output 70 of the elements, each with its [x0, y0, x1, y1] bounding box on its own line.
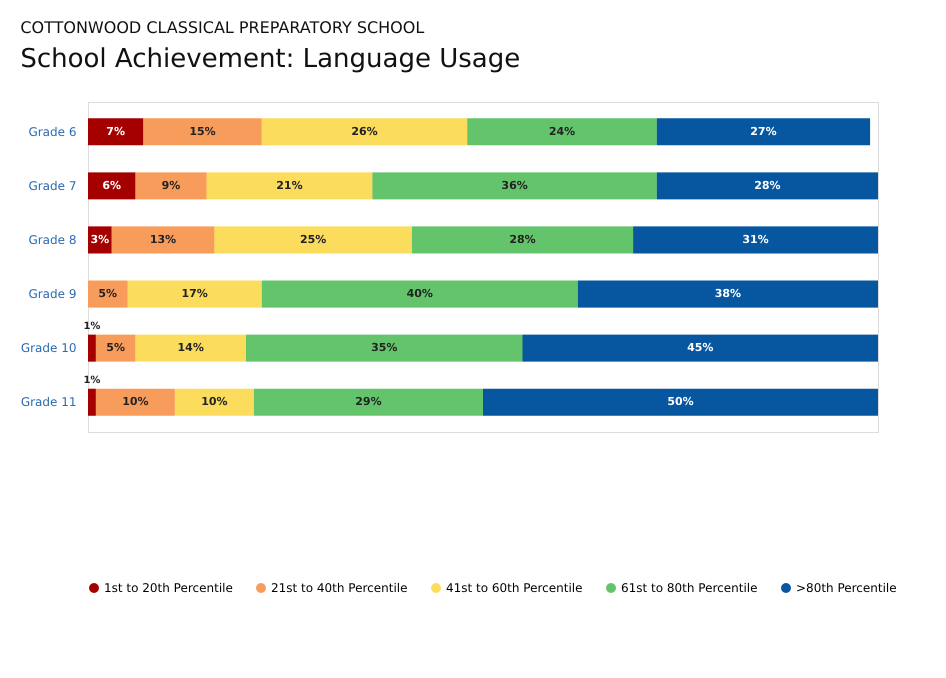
- data-label: 6%: [102, 178, 122, 192]
- bar: [88, 172, 136, 200]
- bar: [262, 280, 578, 308]
- bar: [135, 334, 246, 362]
- bar: [522, 334, 878, 362]
- data-label: 17%: [181, 287, 208, 300]
- data-label: 36%: [501, 178, 528, 192]
- bar: [254, 388, 483, 416]
- y-tick-label: Grade 6: [28, 124, 76, 139]
- legend-label: 41st to 60th Percentile: [446, 581, 582, 595]
- chart-title: School Achievement: Language Usage: [20, 44, 520, 74]
- bar: [143, 118, 262, 146]
- bar: [88, 334, 96, 362]
- data-label: 7%: [106, 124, 125, 138]
- bar: [135, 172, 206, 200]
- bar: [112, 226, 214, 254]
- data-label: 45%: [687, 341, 714, 354]
- bar: [206, 172, 372, 200]
- data-label: 10%: [201, 395, 228, 408]
- bar: [128, 280, 262, 308]
- data-label: 27%: [750, 124, 777, 138]
- data-label: 25%: [300, 232, 326, 246]
- data-label: 1%: [83, 375, 100, 386]
- data-label: 40%: [406, 287, 433, 300]
- y-tick-label: Grade 7: [28, 178, 76, 193]
- legend-label: >80th Percentile: [796, 581, 897, 595]
- data-label: 35%: [371, 341, 398, 354]
- data-label: 5%: [106, 341, 125, 354]
- data-label: 10%: [122, 395, 149, 408]
- bar: [633, 226, 878, 254]
- data-label: 1%: [83, 321, 100, 332]
- data-label: 26%: [351, 124, 378, 138]
- data-label: 28%: [754, 178, 781, 192]
- bar: [372, 172, 657, 200]
- data-label: 29%: [355, 395, 382, 408]
- bar: [656, 118, 870, 146]
- data-label: 13%: [150, 232, 176, 246]
- y-tick-label: Grade 11: [20, 395, 76, 410]
- bar: [412, 226, 634, 254]
- bar: [467, 118, 657, 146]
- data-label: 5%: [98, 287, 118, 300]
- y-tick-label: Grade 9: [28, 287, 76, 302]
- bar: [262, 118, 468, 146]
- bar: [88, 118, 144, 146]
- bar: [656, 172, 878, 200]
- bar: [88, 388, 96, 416]
- bar: [214, 226, 412, 254]
- bar: [96, 334, 136, 362]
- bar: [88, 280, 128, 308]
- data-label: 24%: [548, 124, 576, 138]
- data-label: 31%: [742, 232, 769, 246]
- data-label: 21%: [276, 178, 303, 192]
- legend-label: 21st to 40th Percentile: [271, 581, 408, 595]
- data-label: 50%: [667, 395, 694, 408]
- legend-label: 1st to 20th Percentile: [104, 581, 233, 595]
- bar: [96, 388, 175, 416]
- data-label: 38%: [714, 287, 742, 300]
- data-label: 9%: [162, 178, 180, 192]
- bar: [578, 280, 878, 308]
- bar: [483, 388, 878, 416]
- data-label: 28%: [509, 232, 536, 246]
- y-tick-label: Grade 8: [28, 232, 76, 247]
- bar: [174, 388, 254, 416]
- y-tick-label: Grade 10: [20, 341, 76, 356]
- data-label: 3%: [90, 232, 110, 246]
- chart-subtitle: COTTONWOOD CLASSICAL PREPARATORY SCHOOL: [20, 18, 424, 37]
- bar: [246, 334, 522, 362]
- data-label: 15%: [189, 124, 216, 138]
- data-label: 14%: [178, 341, 204, 354]
- legend-label: 61st to 80th Percentile: [621, 581, 758, 595]
